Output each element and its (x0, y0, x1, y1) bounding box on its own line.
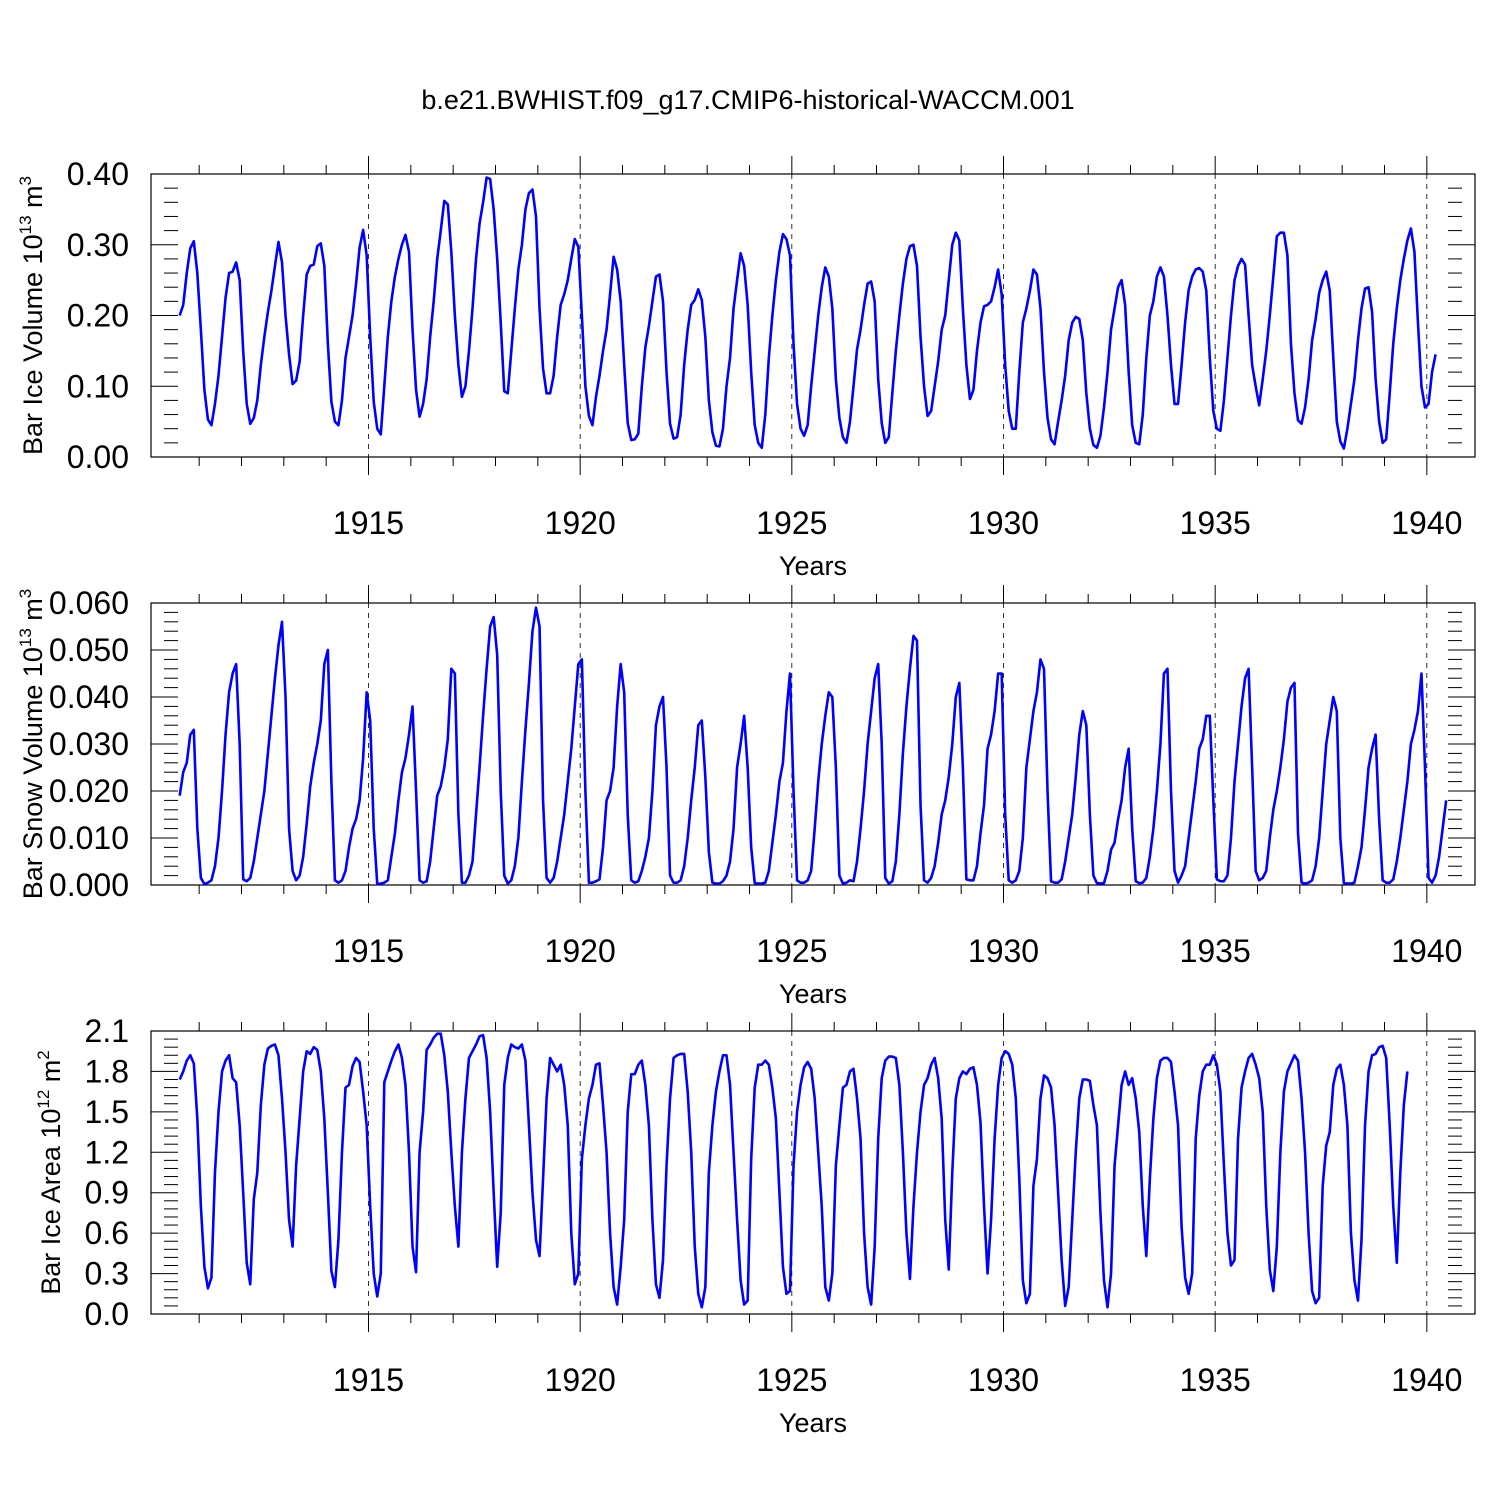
x-tick-label: 1935 (1180, 505, 1251, 541)
panel-ice-volume: 1915 1920 1925 1930 1935 1940 Years 0.00 0.10 0.2… (16, 156, 1476, 581)
x-tick-label: 1915 (333, 505, 404, 541)
x-tick-label: 1925 (756, 505, 827, 541)
y-tick-label: 0.030 (49, 726, 129, 762)
plot-frame (150, 173, 1476, 458)
y-tick-label: 1.8 (85, 1053, 129, 1089)
y-axis-label: Bar Snow Volume 1013 m3 (16, 589, 48, 900)
x-axis-label: Years (779, 551, 847, 581)
y-tick-label: 0.20 (67, 298, 129, 334)
panel-ice-area: 1915 1920 1925 1930 1935 1940 Years 0.0 0.3 0.6 0.… (34, 1013, 1476, 1438)
panel-snow-volume: 1915 1920 1925 1930 1935 1940 Years 0.000 0.010 0… (16, 585, 1476, 1009)
y-axis-label: Bar Ice Volume 1013 m3 (16, 176, 48, 455)
x-tick-label: 1915 (333, 933, 404, 969)
y-tick-label: 0.060 (49, 585, 129, 621)
y-tick-label: 0.050 (49, 632, 129, 668)
x-tick-label: 1935 (1180, 1362, 1251, 1398)
y-tick-label: 0.0 (85, 1296, 129, 1332)
x-tick-label: 1930 (968, 505, 1039, 541)
chart-title: b.e21.BWHIST.f09_g17.CMIP6-historical-WA… (421, 85, 1074, 115)
y-tick-label: 0.040 (49, 679, 129, 715)
y-tick-label: 1.2 (85, 1134, 129, 1170)
y-tick-label: 0.000 (49, 867, 129, 903)
y-tick-label: 1.5 (85, 1094, 129, 1130)
x-tick-label: 1920 (545, 933, 616, 969)
x-tick-label: 1925 (756, 1362, 827, 1398)
x-tick-label: 1940 (1391, 505, 1462, 541)
series-line (178, 1032, 1409, 1309)
x-tick-label: 1930 (968, 1362, 1039, 1398)
y-axis-label: Bar Ice Area 1012 m2 (34, 1050, 66, 1295)
y-tick-label: 0.3 (85, 1256, 129, 1292)
y-tick-label: 0.010 (49, 820, 129, 856)
y-tick-label: 2.1 (85, 1013, 129, 1049)
x-tick-label: 1935 (1180, 933, 1251, 969)
y-tick-label: 0.30 (67, 227, 129, 263)
y-tick-label: 0.9 (85, 1175, 129, 1211)
plot-frame (150, 1030, 1476, 1315)
y-tick-label: 0.020 (49, 773, 129, 809)
x-tick-label: 1930 (968, 933, 1039, 969)
y-tick-label: 0.00 (67, 439, 129, 475)
series-line (178, 606, 1448, 886)
x-tick-label: 1925 (756, 933, 827, 969)
x-tick-label: 1920 (545, 505, 616, 541)
y-tick-label: 0.40 (67, 156, 129, 192)
y-tick-label: 0.6 (85, 1215, 129, 1251)
x-axis-label: Years (779, 979, 847, 1009)
x-axis-label: Years (779, 1408, 847, 1438)
x-tick-label: 1940 (1391, 933, 1462, 969)
series-line (178, 176, 1437, 450)
y-tick-label: 0.10 (67, 368, 129, 404)
x-tick-label: 1915 (333, 1362, 404, 1398)
x-tick-label: 1920 (545, 1362, 616, 1398)
x-tick-label: 1940 (1391, 1362, 1462, 1398)
